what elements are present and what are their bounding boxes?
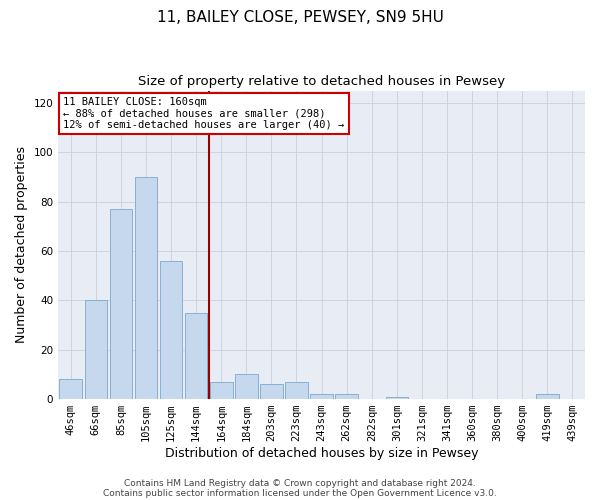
Bar [210, 382, 233, 399]
Bar [285, 382, 308, 399]
Bar [134, 177, 157, 399]
Text: 11 BAILEY CLOSE: 160sqm
← 88% of detached houses are smaller (298)
12% of semi-d: 11 BAILEY CLOSE: 160sqm ← 88% of detache… [64, 96, 344, 130]
Bar [310, 394, 333, 399]
Text: Contains HM Land Registry data © Crown copyright and database right 2024.: Contains HM Land Registry data © Crown c… [124, 478, 476, 488]
Text: 11, BAILEY CLOSE, PEWSEY, SN9 5HU: 11, BAILEY CLOSE, PEWSEY, SN9 5HU [157, 10, 443, 25]
Bar [386, 396, 408, 399]
Bar [85, 300, 107, 399]
X-axis label: Distribution of detached houses by size in Pewsey: Distribution of detached houses by size … [165, 447, 478, 460]
Bar [335, 394, 358, 399]
Y-axis label: Number of detached properties: Number of detached properties [15, 146, 28, 344]
Bar [235, 374, 257, 399]
Bar [260, 384, 283, 399]
Bar [185, 312, 208, 399]
Text: Contains public sector information licensed under the Open Government Licence v3: Contains public sector information licen… [103, 488, 497, 498]
Bar [536, 394, 559, 399]
Bar [110, 209, 132, 399]
Bar [160, 261, 182, 399]
Bar [59, 380, 82, 399]
Title: Size of property relative to detached houses in Pewsey: Size of property relative to detached ho… [138, 75, 505, 88]
